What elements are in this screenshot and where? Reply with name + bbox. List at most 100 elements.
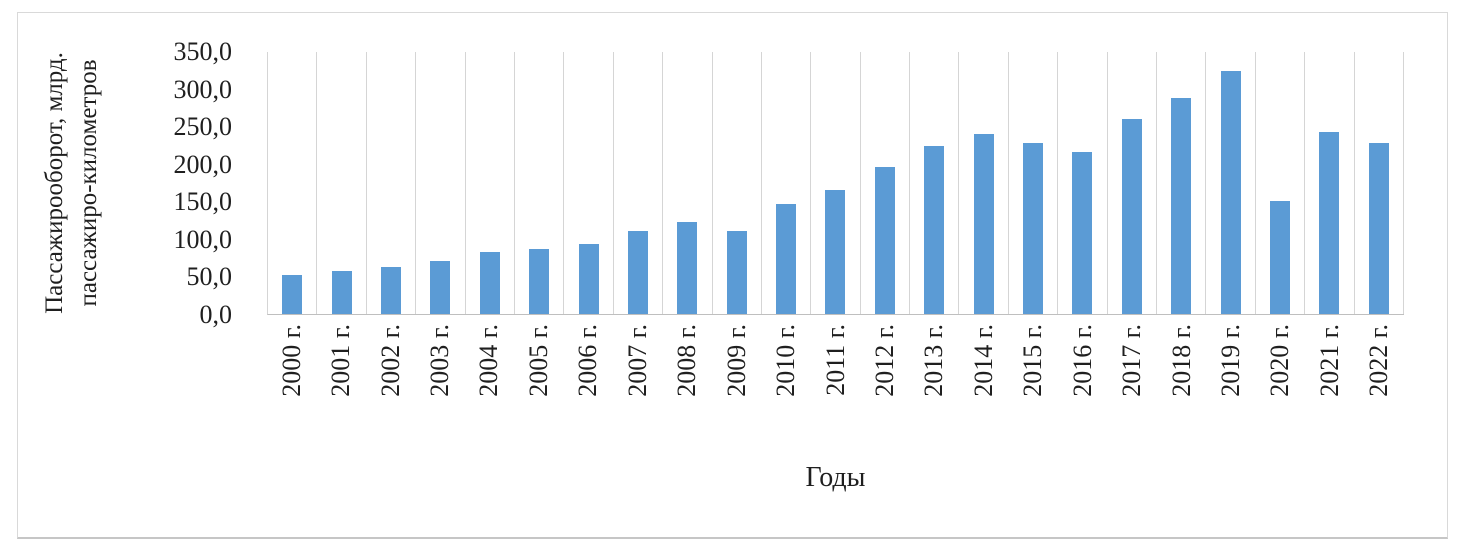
y-axis-title-line-2: пассажиро-километров xyxy=(75,59,102,307)
plot-column xyxy=(515,52,565,314)
x-tick-label: 2017 г. xyxy=(1117,324,1147,397)
x-tick-cell: 2021 г. xyxy=(1305,316,1354,466)
bar xyxy=(1368,143,1389,314)
x-tick-cell: 2014 г. xyxy=(959,316,1008,466)
x-tick-label: 2015 г. xyxy=(1018,324,1048,397)
x-tick-label: 2001 г. xyxy=(326,324,356,397)
x-tick-label: 2013 г. xyxy=(919,324,949,397)
x-tick-label: 2008 г. xyxy=(672,324,702,397)
bar xyxy=(380,267,401,314)
y-tick-label: 250,0 xyxy=(173,112,233,142)
bar xyxy=(1270,201,1290,314)
x-tick-cell: 2001 г. xyxy=(316,316,365,466)
x-tick-cell: 2003 г. xyxy=(415,316,464,466)
y-tick-label: 100,0 xyxy=(173,224,233,254)
plot-column xyxy=(367,52,417,314)
plot-column xyxy=(1157,52,1207,314)
plot-column xyxy=(1058,52,1108,314)
y-tick-label: 300,0 xyxy=(173,74,233,104)
x-tick-label: 2005 г. xyxy=(523,324,553,397)
bar xyxy=(874,167,895,314)
plot-column xyxy=(762,52,812,314)
x-tick-cell: 2016 г. xyxy=(1058,316,1107,466)
bar xyxy=(1220,71,1241,314)
plot-column xyxy=(614,52,664,314)
x-tick-label: 2019 г. xyxy=(1216,324,1246,397)
x-tick-cell: 2022 г. xyxy=(1355,316,1404,466)
x-tick-cell: 2008 г. xyxy=(663,316,712,466)
bar xyxy=(331,271,352,314)
bar xyxy=(627,231,648,314)
y-tick-label: 200,0 xyxy=(173,149,233,179)
x-tick-cell: 2010 г. xyxy=(761,316,810,466)
plot-column xyxy=(1305,52,1355,314)
plot-column xyxy=(713,52,762,314)
bar xyxy=(529,249,550,314)
bar xyxy=(430,261,451,314)
bar xyxy=(1072,152,1093,314)
bar xyxy=(1319,132,1340,314)
x-tick-cell: 2015 г. xyxy=(1009,316,1058,466)
x-tick-cell: 2004 г. xyxy=(465,316,514,466)
x-tick-label: 2011 г. xyxy=(820,324,850,396)
bar xyxy=(677,222,698,314)
x-tick-cell: 2002 г. xyxy=(366,316,415,466)
plot-column xyxy=(1355,52,1404,314)
x-tick-label: 2006 г. xyxy=(573,324,603,397)
x-tick-label: 2010 г. xyxy=(771,324,801,397)
x-tick-label: 2016 г. xyxy=(1067,324,1097,397)
plot-column xyxy=(663,52,713,314)
plot-area xyxy=(267,52,1404,315)
plot-column xyxy=(861,52,911,314)
bar xyxy=(1121,119,1142,314)
x-tick-label: 2014 г. xyxy=(968,324,998,397)
plot-column xyxy=(1108,52,1158,314)
plot-column xyxy=(959,52,1009,314)
bar xyxy=(578,244,599,314)
bar xyxy=(726,231,747,314)
x-axis-labels: 2000 г. 2001 г. 2002 г. 2003 г. 2004 г. 2005 … xyxy=(267,316,1404,466)
x-tick-label: 2021 г. xyxy=(1314,324,1344,397)
plot-column xyxy=(1256,52,1306,314)
plot-column xyxy=(564,52,614,314)
x-tick-label: 2007 г. xyxy=(622,324,652,397)
x-tick-label: 2022 г. xyxy=(1364,324,1394,397)
x-tick-label: 2020 г. xyxy=(1265,324,1295,397)
x-tick-cell: 2005 г. xyxy=(514,316,563,466)
chart-frame: Пассажирооборот, млрд. пассажиро-километ… xyxy=(17,12,1448,539)
bar xyxy=(282,275,303,314)
x-tick-cell: 2013 г. xyxy=(910,316,959,466)
x-tick-label: 2018 г. xyxy=(1166,324,1196,397)
y-tick-label: 150,0 xyxy=(173,187,233,217)
y-axis-title: Пассажирооборот, млрд. пассажиро-километ… xyxy=(38,23,106,343)
x-tick-cell: 2006 г. xyxy=(564,316,613,466)
plot-column xyxy=(466,52,515,314)
plot-column xyxy=(268,52,318,314)
x-tick-label: 2002 г. xyxy=(375,324,405,397)
bar xyxy=(924,146,945,314)
y-tick-label: 350,0 xyxy=(173,37,233,66)
x-tick-cell: 2020 г. xyxy=(1256,316,1305,466)
plot-column xyxy=(317,52,367,314)
plot-column xyxy=(910,52,960,314)
plot-column xyxy=(1206,52,1256,314)
x-tick-label: 2004 г. xyxy=(474,324,504,397)
x-axis-title: Годы xyxy=(805,462,866,493)
x-tick-cell: 2000 г. xyxy=(267,316,316,466)
plot-column xyxy=(416,52,466,314)
y-tick-label: 50,0 xyxy=(186,262,233,292)
bar xyxy=(776,204,797,314)
x-tick-cell: 2007 г. xyxy=(613,316,662,466)
y-tick-label: 0,0 xyxy=(199,300,233,329)
y-axis-title-line-1: Пассажирооборот, млрд. xyxy=(41,52,68,314)
plot-column xyxy=(811,52,861,314)
bar xyxy=(479,252,500,314)
bar xyxy=(825,190,846,314)
x-tick-cell: 2011 г. xyxy=(811,316,860,466)
x-tick-label: 2000 г. xyxy=(276,324,306,397)
x-tick-cell: 2009 г. xyxy=(712,316,761,466)
x-tick-cell: 2012 г. xyxy=(860,316,909,466)
x-tick-label: 2012 г. xyxy=(869,324,899,397)
x-tick-label: 2009 г. xyxy=(721,324,751,397)
bar xyxy=(1171,98,1192,314)
